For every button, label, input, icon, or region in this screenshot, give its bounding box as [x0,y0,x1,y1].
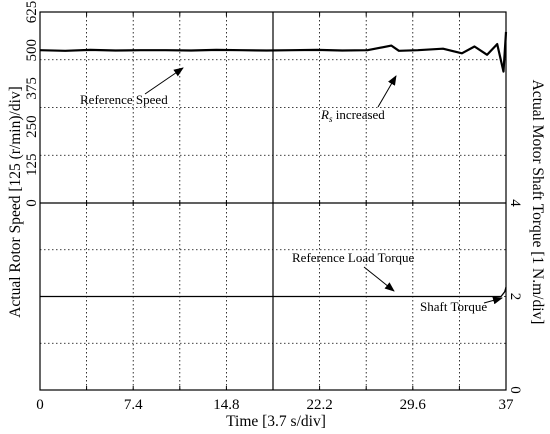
x-tick-label: 0 [36,397,44,413]
right-y-axis-label: Actual Motor Shaft Torque [1 N.m/div] [529,80,546,325]
left-y-tick-label: 125 [24,154,40,177]
x-tick-label: 37 [499,397,515,413]
reference-speed-label: Reference Speed [80,92,168,107]
tick-labels: 0 7.4 14.8 22.2 29.6 37 625 500 375 250 125 0 4 2 0 [24,1,523,413]
series-layer [39,31,508,298]
left-y-tick-label: 500 [24,39,40,62]
rotor-speed-series [39,31,508,73]
right-y-tick-label: 2 [507,293,523,301]
right-y-tick-label: 0 [507,386,523,394]
reference-load-torque-label: Reference Load Torque [292,250,415,265]
reference-load-torque-arrow [363,266,395,292]
left-y-tick-label: 375 [24,77,40,100]
rs-increased-label: Rs increased [320,107,385,124]
left-y-tick-label: 625 [24,1,40,24]
left-y-axis-label: Actual Rotor Speed [125 (r/min)/div] [7,86,24,318]
reference-speed-arrow [144,67,184,95]
left-y-tick-label: 250 [24,115,40,138]
rs-increased-arrow [377,75,397,108]
plot-frame [39,11,507,391]
shaft-torque-label: Shaft Torque [420,299,487,314]
rs-symbol: R [320,107,329,122]
x-tick-label: 22.2 [306,397,332,413]
x-tick-label: 29.6 [400,397,427,413]
right-y-tick-label: 4 [507,199,523,207]
left-y-tick-label: 0 [24,199,40,207]
shaft-torque-series [40,286,507,298]
shaft-torque-arrow [483,296,503,305]
x-tick-label: 7.4 [124,397,143,413]
rs-subscript: s [329,114,333,124]
rs-suffix: increased [332,107,385,122]
x-tick-label: 14.8 [213,397,239,413]
x-axis-label: Time [3.7 s/div] [226,413,326,430]
